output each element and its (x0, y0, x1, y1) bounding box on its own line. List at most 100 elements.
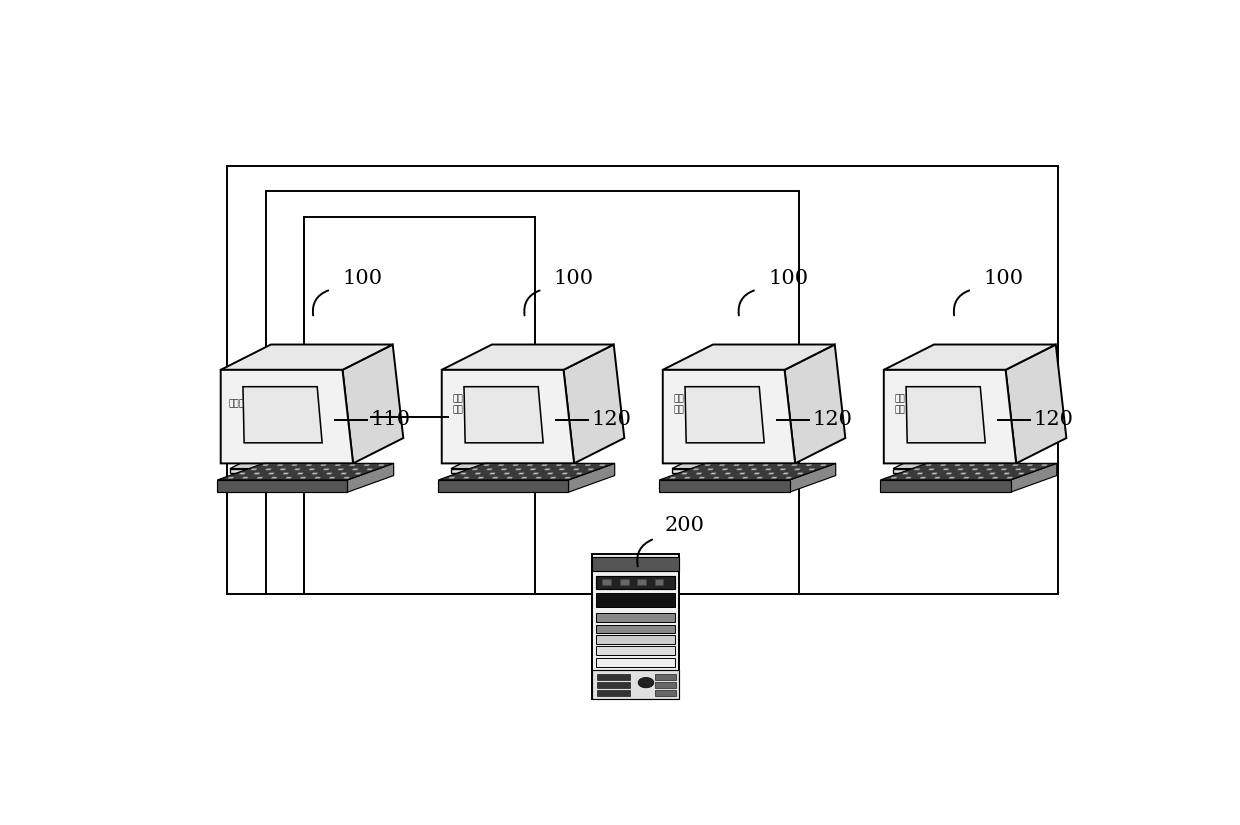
Polygon shape (918, 473, 923, 474)
Polygon shape (672, 459, 787, 469)
Polygon shape (536, 477, 542, 478)
Polygon shape (306, 464, 311, 466)
Polygon shape (998, 464, 1004, 466)
Text: 200: 200 (665, 516, 704, 535)
Polygon shape (507, 477, 512, 478)
Polygon shape (533, 473, 538, 474)
Polygon shape (527, 464, 533, 466)
Polygon shape (217, 464, 393, 480)
Polygon shape (768, 459, 787, 473)
Bar (596, 593, 675, 607)
Text: 120: 120 (591, 410, 631, 429)
Polygon shape (254, 473, 260, 474)
Polygon shape (355, 473, 361, 474)
Polygon shape (242, 477, 248, 478)
Polygon shape (599, 464, 605, 466)
Polygon shape (315, 477, 321, 478)
Polygon shape (547, 459, 567, 473)
Polygon shape (880, 464, 1056, 480)
Polygon shape (472, 469, 477, 470)
Polygon shape (490, 473, 495, 474)
Polygon shape (1030, 469, 1035, 470)
Polygon shape (588, 469, 594, 470)
Polygon shape (347, 464, 393, 493)
Text: 100: 100 (983, 269, 1023, 288)
Polygon shape (343, 477, 350, 478)
Polygon shape (239, 473, 246, 474)
Polygon shape (699, 477, 704, 478)
Polygon shape (786, 477, 791, 478)
Text: 目标
应用: 目标 应用 (453, 394, 463, 414)
Polygon shape (765, 469, 771, 470)
Polygon shape (228, 477, 234, 478)
Polygon shape (734, 464, 739, 466)
Polygon shape (929, 469, 935, 470)
Polygon shape (777, 464, 782, 466)
Polygon shape (893, 469, 988, 473)
Polygon shape (283, 473, 289, 474)
Polygon shape (884, 370, 1016, 464)
Polygon shape (516, 469, 521, 470)
Polygon shape (780, 469, 786, 470)
Text: 120: 120 (1033, 410, 1073, 429)
Polygon shape (931, 473, 937, 474)
Polygon shape (291, 464, 298, 466)
Polygon shape (978, 477, 983, 478)
Polygon shape (250, 469, 257, 470)
Polygon shape (325, 459, 346, 473)
Polygon shape (725, 473, 730, 474)
Polygon shape (662, 370, 795, 464)
Polygon shape (503, 473, 510, 474)
Polygon shape (1027, 464, 1033, 466)
Bar (596, 613, 675, 622)
Polygon shape (484, 464, 490, 466)
Polygon shape (754, 473, 760, 474)
Polygon shape (880, 480, 1011, 493)
Polygon shape (229, 469, 325, 473)
Polygon shape (562, 473, 568, 474)
Polygon shape (337, 469, 343, 470)
Polygon shape (722, 469, 728, 470)
Polygon shape (728, 477, 734, 478)
Polygon shape (521, 477, 527, 478)
Polygon shape (285, 477, 291, 478)
Polygon shape (350, 464, 355, 466)
Polygon shape (585, 464, 590, 466)
Polygon shape (990, 473, 996, 474)
Bar (591, 557, 680, 572)
Polygon shape (696, 473, 702, 474)
Polygon shape (243, 387, 322, 443)
Bar (596, 690, 630, 695)
Polygon shape (660, 480, 790, 493)
Bar (655, 579, 663, 586)
Polygon shape (684, 387, 764, 443)
Circle shape (639, 677, 653, 688)
Polygon shape (438, 480, 568, 493)
Polygon shape (743, 477, 748, 478)
Polygon shape (975, 473, 981, 474)
Polygon shape (563, 345, 624, 464)
Polygon shape (464, 477, 469, 478)
Polygon shape (265, 469, 272, 470)
Bar (304, 216, 534, 595)
Text: 100: 100 (554, 269, 594, 288)
Polygon shape (367, 469, 373, 470)
Polygon shape (684, 477, 691, 478)
Polygon shape (263, 464, 268, 466)
Polygon shape (451, 459, 567, 469)
Text: 源应用: 源应用 (228, 399, 244, 408)
Polygon shape (946, 473, 952, 474)
Text: 目标
应用: 目标 应用 (894, 394, 905, 414)
Polygon shape (341, 473, 347, 474)
Polygon shape (486, 469, 492, 470)
Polygon shape (529, 469, 536, 470)
Polygon shape (662, 345, 835, 370)
Bar (596, 658, 675, 667)
Polygon shape (573, 469, 579, 470)
Polygon shape (988, 459, 1008, 473)
Polygon shape (544, 469, 551, 470)
Polygon shape (791, 464, 797, 466)
Polygon shape (893, 459, 1008, 469)
Bar (591, 554, 680, 699)
Polygon shape (806, 464, 812, 466)
